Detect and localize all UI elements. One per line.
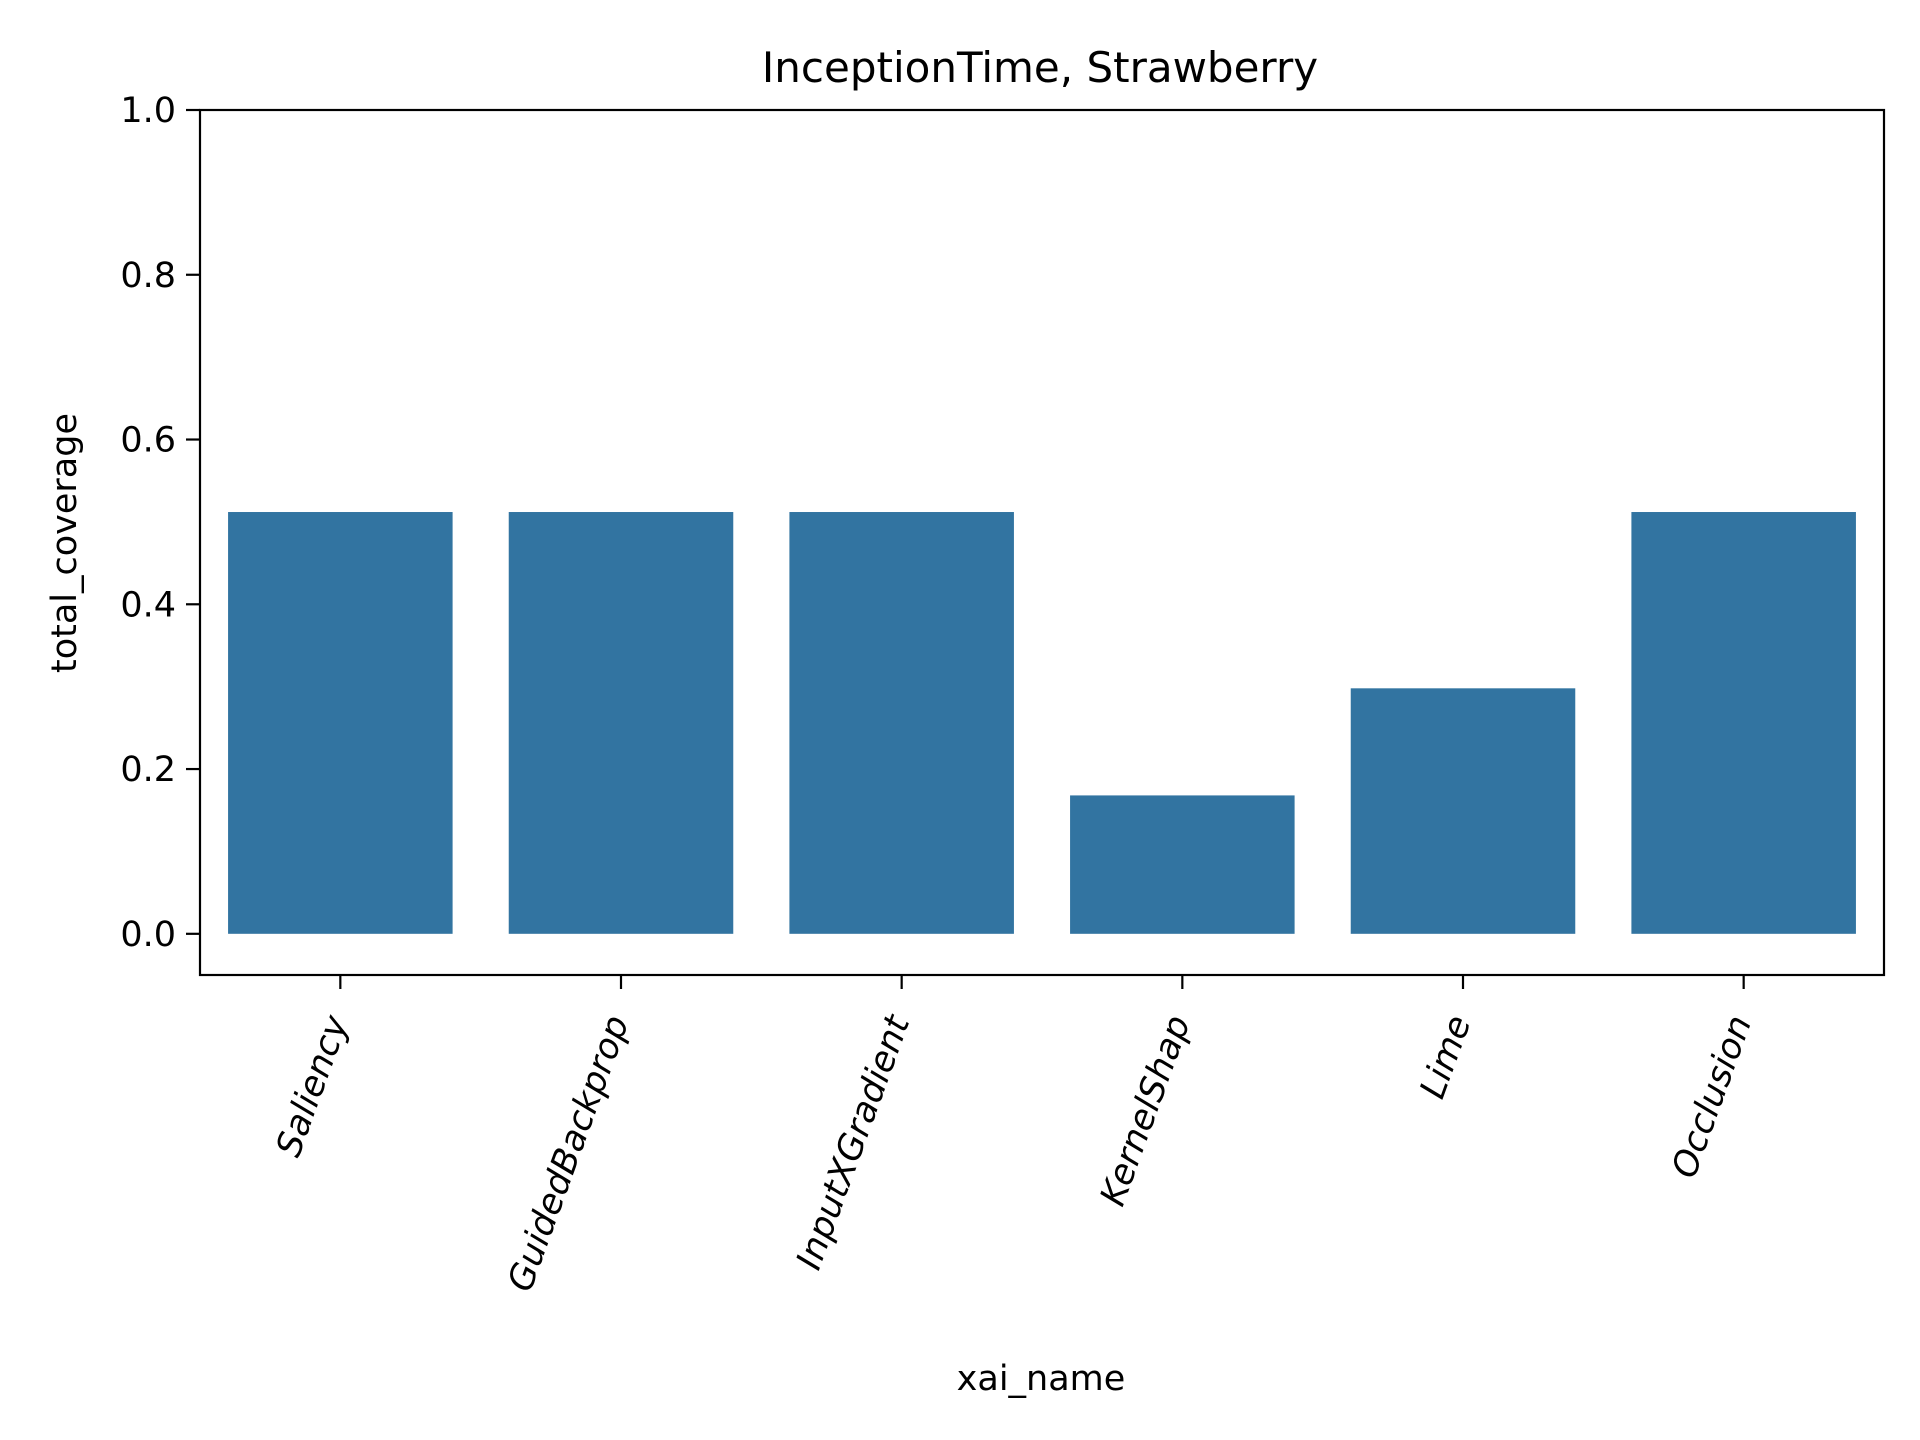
y-tick-label-4: 0.8 [120, 256, 176, 296]
bar-inputxgradient [789, 512, 1014, 934]
bar-saliency [228, 512, 453, 934]
bars-group [228, 512, 1856, 934]
y-tick-label-3: 0.6 [120, 421, 176, 461]
y-axis: 0.0 0.2 0.4 0.6 0.8 1.0 [120, 91, 200, 955]
bar-guidedbackprop [508, 512, 734, 934]
y-tick-label-1: 0.2 [120, 750, 176, 790]
bar-kernelshap [1070, 795, 1295, 934]
plot-frame [198, 108, 1886, 977]
chart-title: InceptionTime, Strawberry [762, 43, 1318, 92]
bar-lime [1350, 688, 1576, 934]
y-axis-label: total_coverage [45, 413, 85, 673]
y-tick-label-5: 1.0 [120, 91, 176, 131]
y-tick-label-0: 0.0 [120, 915, 176, 955]
bar-occlusion [1631, 512, 1856, 934]
y-tick-label-2: 0.4 [120, 585, 176, 625]
x-axis-label: xai_name [957, 1359, 1126, 1399]
